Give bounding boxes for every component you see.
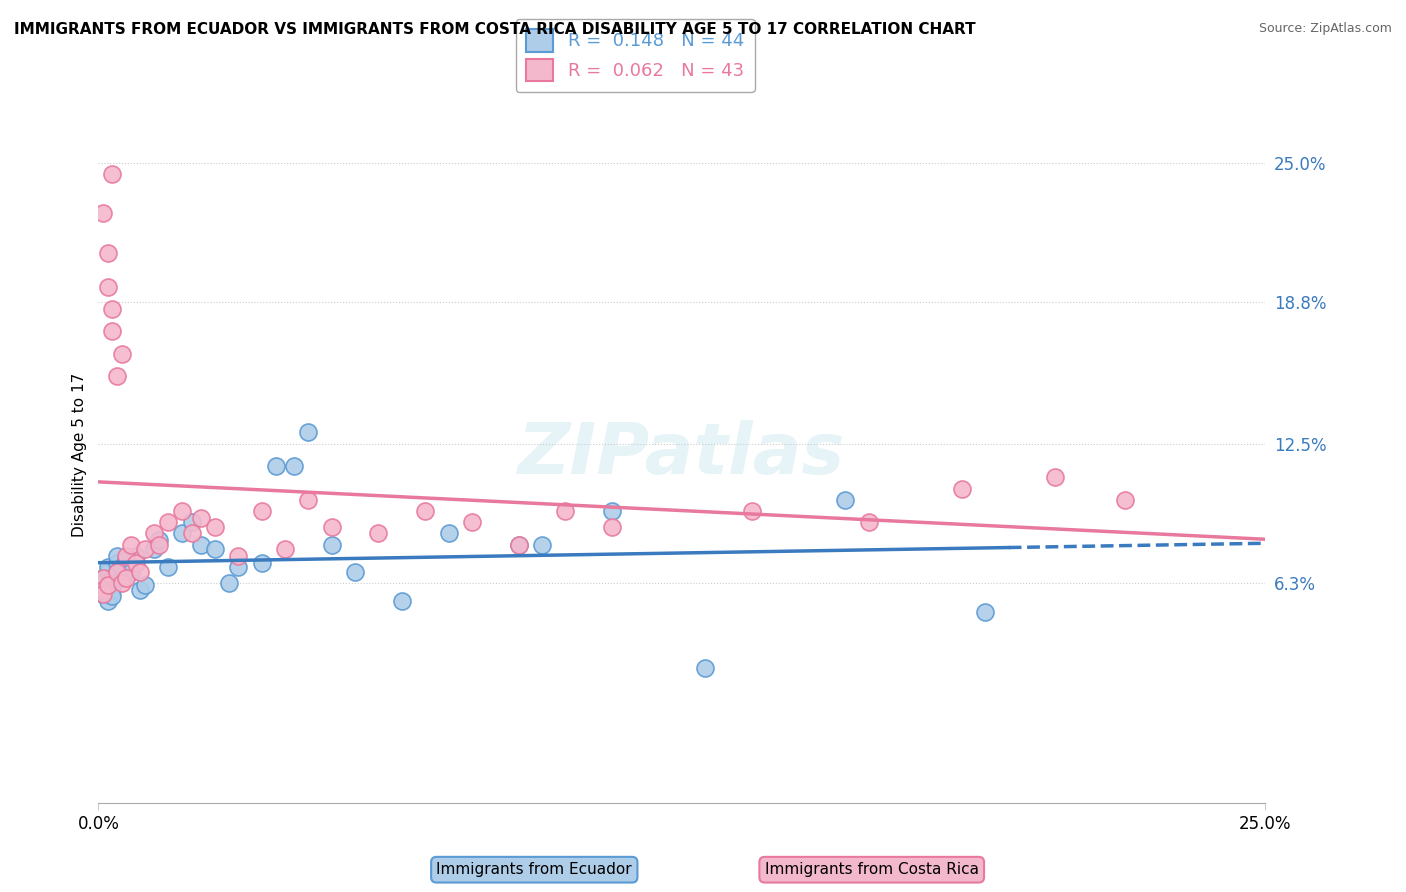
Point [600,520,623,534]
Point [143,526,166,541]
Y-axis label: Disability Age 5 to 17: Disability Age 5 to 17 [72,373,87,537]
Point [105,549,128,563]
Point [228,549,250,563]
Point [115,571,138,585]
Point [111,575,134,590]
Point [115,553,138,567]
Point [91,582,114,597]
Point [101,325,124,339]
Point [344,565,367,579]
Point [125,556,148,570]
Point [101,582,124,597]
Point [508,538,530,552]
Point [180,526,202,541]
Point [129,565,152,579]
Text: Immigrants from Costa Rica: Immigrants from Costa Rica [765,863,979,877]
Point [91,587,114,601]
Point [367,526,389,541]
Point [1114,492,1136,507]
Point [204,520,226,534]
Point [950,482,973,496]
Point [97,279,120,293]
Point [228,560,250,574]
Point [264,459,287,474]
Point [1045,470,1067,484]
Point [204,542,226,557]
Point [297,492,319,507]
Point [120,538,142,552]
Point [143,542,166,557]
Point [91,575,114,590]
Point [321,538,343,552]
Point [554,504,576,518]
Point [97,578,120,592]
Point [101,301,124,316]
Point [461,515,484,529]
Point [125,549,148,563]
Point [91,571,114,585]
Point [180,515,202,529]
Point [101,571,124,585]
Point [172,526,194,541]
Point [321,520,343,534]
Point [218,575,240,590]
Point [134,578,156,592]
Point [91,582,114,597]
Point [250,504,273,518]
Point [105,556,128,570]
Point [974,605,997,619]
Point [695,661,717,675]
Point [858,515,880,529]
Point [508,538,530,552]
Point [105,369,128,384]
Point [157,515,180,529]
Point [111,347,134,361]
Point [172,504,194,518]
Point [148,533,170,548]
Point [111,571,134,585]
Point [97,578,120,592]
Point [413,504,436,518]
Point [115,549,138,563]
Point [91,571,114,585]
Point [834,492,856,507]
Point [391,594,413,608]
Point [283,459,305,474]
Point [148,538,170,552]
Point [157,560,180,574]
Point [134,542,156,557]
Point [91,205,114,219]
Point [297,425,319,440]
Point [600,504,623,518]
Point [530,538,553,552]
Point [250,556,273,570]
Point [101,167,124,181]
Point [120,565,142,579]
Point [190,538,212,552]
Point [111,560,134,574]
Point [274,542,297,557]
Point [105,565,128,579]
Point [97,246,120,260]
Legend: R =  0.148   N = 44, R =  0.062   N = 43: R = 0.148 N = 44, R = 0.062 N = 43 [516,19,755,92]
Point [97,594,120,608]
Point [97,565,120,579]
Point [97,560,120,574]
Text: ZIPatlas: ZIPatlas [519,420,845,490]
Text: IMMIGRANTS FROM ECUADOR VS IMMIGRANTS FROM COSTA RICA DISABILITY AGE 5 TO 17 COR: IMMIGRANTS FROM ECUADOR VS IMMIGRANTS FR… [14,22,976,37]
Point [101,590,124,604]
Point [190,510,212,524]
Point [741,504,763,518]
Text: Immigrants from Ecuador: Immigrants from Ecuador [436,863,633,877]
Text: Source: ZipAtlas.com: Source: ZipAtlas.com [1258,22,1392,36]
Point [105,565,128,579]
Point [129,582,152,597]
Point [437,526,460,541]
Point [91,587,114,601]
